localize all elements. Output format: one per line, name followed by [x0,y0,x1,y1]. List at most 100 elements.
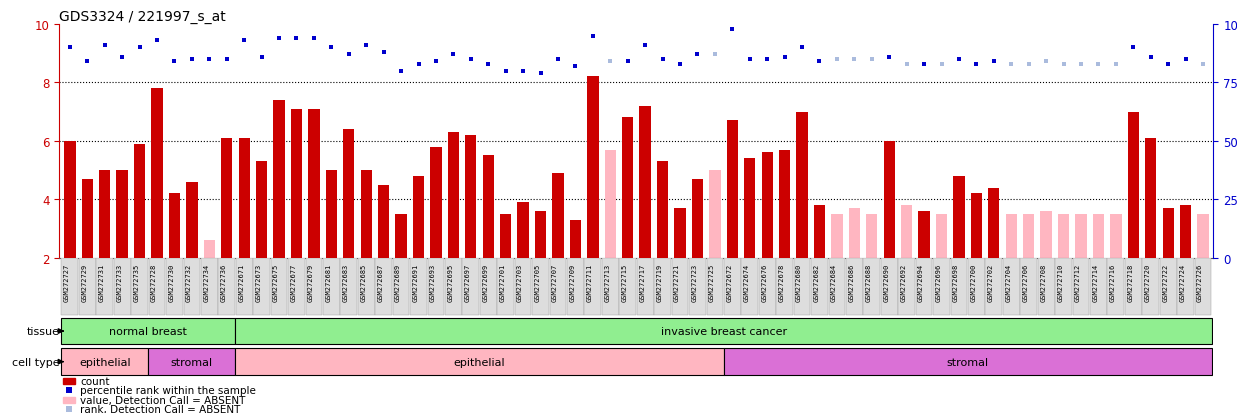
FancyBboxPatch shape [1021,259,1037,316]
Text: GSM272676: GSM272676 [761,263,767,301]
Bar [151,89,163,258]
Bar [1180,206,1191,258]
Bar [726,121,738,258]
Bar [379,185,390,258]
Text: GSM272709: GSM272709 [569,263,575,301]
Bar [640,107,651,258]
FancyBboxPatch shape [480,259,496,316]
FancyBboxPatch shape [620,259,636,316]
FancyBboxPatch shape [79,259,95,316]
Bar [588,77,599,258]
FancyBboxPatch shape [323,259,340,316]
Bar [221,138,233,258]
Text: GSM272697: GSM272697 [465,263,471,301]
Bar [239,138,250,258]
Text: GSM272714: GSM272714 [1092,263,1098,301]
Bar [954,176,965,258]
FancyBboxPatch shape [637,259,653,316]
Text: stromal: stromal [946,357,988,367]
FancyBboxPatch shape [969,259,985,316]
Text: GSM272721: GSM272721 [674,263,680,301]
FancyBboxPatch shape [724,349,1212,375]
Text: GSM272730: GSM272730 [168,263,174,301]
Bar [63,396,75,403]
Text: cell type: cell type [12,357,59,367]
FancyBboxPatch shape [846,259,862,316]
Text: GSM272707: GSM272707 [552,263,558,301]
Text: invasive breast cancer: invasive breast cancer [661,326,787,336]
Bar [745,159,756,258]
Bar [63,378,75,384]
Bar [691,179,703,258]
Text: GSM272691: GSM272691 [412,263,418,301]
Bar [500,214,511,258]
Bar [448,133,459,258]
Text: tissue: tissue [27,326,59,336]
FancyBboxPatch shape [1090,259,1107,316]
FancyBboxPatch shape [654,259,670,316]
Text: GSM272728: GSM272728 [151,263,157,301]
Bar [622,118,633,258]
FancyBboxPatch shape [357,259,375,316]
FancyBboxPatch shape [148,349,235,375]
FancyBboxPatch shape [915,259,933,316]
Text: GSM272693: GSM272693 [430,263,435,301]
FancyBboxPatch shape [166,259,183,316]
Bar [517,203,528,258]
Text: GSM272717: GSM272717 [640,263,646,301]
FancyBboxPatch shape [1178,259,1194,316]
Text: GSM272725: GSM272725 [709,263,715,301]
Text: GSM272723: GSM272723 [691,263,698,301]
Text: GSM272731: GSM272731 [99,263,105,301]
Text: GSM272704: GSM272704 [1006,263,1012,301]
Text: GSM272705: GSM272705 [534,263,541,301]
Bar [1058,214,1069,258]
FancyBboxPatch shape [515,259,532,316]
Text: GSM272689: GSM272689 [395,263,401,301]
Text: GSM272700: GSM272700 [970,263,976,301]
Bar [988,188,999,258]
FancyBboxPatch shape [375,259,392,316]
FancyBboxPatch shape [236,259,252,316]
Text: GSM272716: GSM272716 [1110,263,1116,301]
FancyBboxPatch shape [794,259,810,316]
Text: GSM272734: GSM272734 [203,263,209,301]
FancyBboxPatch shape [986,259,1002,316]
FancyBboxPatch shape [881,259,898,316]
Text: GSM272695: GSM272695 [448,263,454,301]
FancyBboxPatch shape [219,259,235,316]
Text: epithelial: epithelial [79,357,131,367]
Bar [1075,214,1086,258]
Bar [849,209,860,258]
Text: GSM272718: GSM272718 [1127,263,1133,301]
Text: GSM272687: GSM272687 [377,263,383,301]
Bar [657,162,668,258]
Bar [134,145,145,258]
Bar [762,153,773,258]
FancyBboxPatch shape [271,259,287,316]
Text: stromal: stromal [171,357,213,367]
Text: GSM272733: GSM272733 [116,263,122,301]
FancyBboxPatch shape [445,259,461,316]
Bar [325,171,336,258]
FancyBboxPatch shape [602,259,618,316]
Text: GSM272677: GSM272677 [291,263,297,301]
Bar [1128,112,1139,258]
FancyBboxPatch shape [463,259,479,316]
FancyBboxPatch shape [1055,259,1072,316]
FancyBboxPatch shape [758,259,776,316]
FancyBboxPatch shape [1003,259,1019,316]
Bar [465,135,476,258]
Bar [343,130,355,258]
FancyBboxPatch shape [532,259,549,316]
Text: GSM272727: GSM272727 [64,263,69,301]
FancyBboxPatch shape [61,349,148,375]
Text: GSM272683: GSM272683 [343,263,349,301]
FancyBboxPatch shape [288,259,304,316]
FancyBboxPatch shape [898,259,915,316]
Bar [1145,138,1157,258]
Text: GSM272672: GSM272672 [726,263,732,301]
Text: GSM272713: GSM272713 [605,263,610,301]
Text: GSM272694: GSM272694 [918,263,924,301]
FancyBboxPatch shape [235,349,724,375]
